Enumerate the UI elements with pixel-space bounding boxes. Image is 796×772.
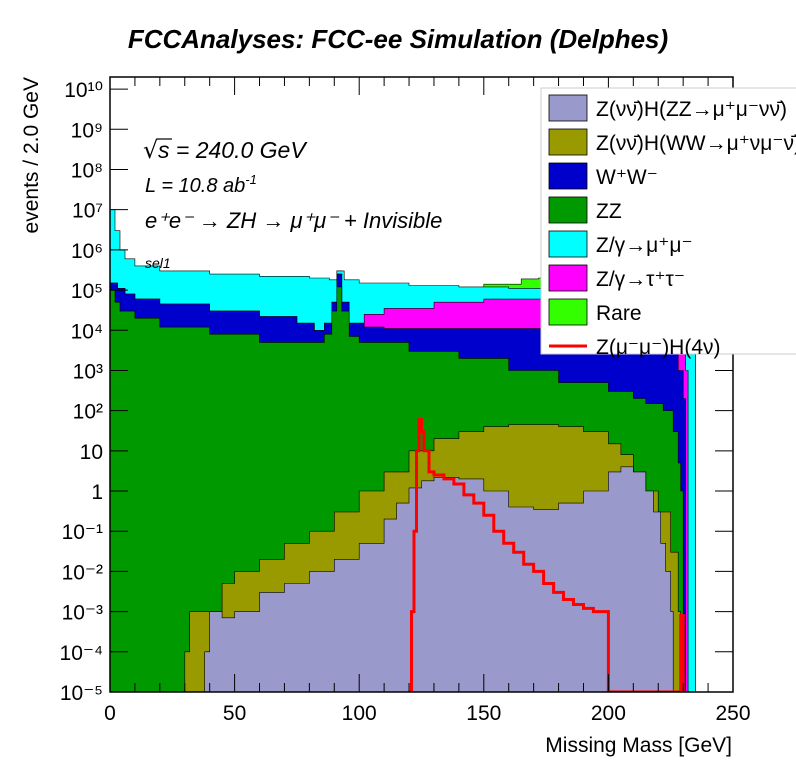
- series-area-z-h-zz-6: [204, 466, 674, 692]
- legend-label: Z/γ→μ⁺μ⁻: [596, 234, 693, 257]
- legend-label: ZZ: [596, 200, 622, 223]
- signal-lines: [409, 418, 685, 692]
- y-tick-label: 10²: [73, 401, 103, 424]
- y-tick-label: 10⁻²: [62, 561, 103, 584]
- legend-swatch: [548, 264, 588, 292]
- sqrt-symbol: √: [143, 136, 159, 164]
- y-tick-label: 10: [80, 441, 103, 464]
- legend-label: Z(μ⁻μ⁻)H(4ν): [596, 336, 721, 359]
- y-axis-title: events / 2.0 GeV: [20, 77, 43, 233]
- sqrt-s-label: s = 240.0 GeV: [158, 137, 308, 163]
- x-tick-label: 200: [591, 702, 626, 725]
- legend-label: Z/γ→τ⁺τ⁻: [596, 268, 685, 291]
- lumi-exponent: -1: [245, 172, 257, 187]
- y-tick-label: 10⁻⁴: [60, 642, 103, 665]
- legend-swatch: [548, 230, 588, 258]
- y-tick-label: 10¹⁰: [64, 79, 103, 102]
- legend-swatch: [548, 298, 588, 326]
- y-tick-labels: 10⁻⁵ 10⁻⁴ 10⁻³ 10⁻² 10⁻¹ 1 10 10² 10³ 10⁴ 10⁵ 10⁶ 10…: [60, 79, 103, 705]
- axis-ticks: [109, 77, 734, 693]
- x-axis-title: Missing Mass [GeV]: [545, 734, 732, 757]
- lumi-label: L = 10.8 ab-1: [145, 172, 257, 197]
- y-tick-label: 10³: [73, 360, 103, 383]
- x-tick-label: 100: [342, 702, 377, 725]
- legend-swatch: [548, 94, 588, 122]
- legend-swatch: [548, 128, 588, 156]
- y-tick-label: 10⁹: [71, 119, 103, 142]
- chart-title: FCCAnalyses: FCC-ee Simulation (Delphes): [128, 24, 668, 54]
- y-tick-label: 10⁻⁵: [60, 682, 103, 705]
- y-tick-label: 10⁶: [71, 240, 103, 263]
- y-tick-label: 10⁵: [71, 280, 103, 303]
- legend-swatch: [548, 196, 588, 224]
- plot-area: [110, 209, 696, 692]
- y-tick-label: 10⁸: [71, 159, 103, 182]
- x-tick-labels: 0 50 100 150 200 250: [104, 702, 750, 725]
- process-label: e⁺e⁻ → ZH → μ⁺μ⁻ + Invisible: [145, 208, 442, 233]
- annotations: √ s = 240.0 GeV L = 10.8 ab-1 e⁺e⁻ → ZH …: [143, 136, 442, 271]
- x-tick-label: 250: [715, 702, 750, 725]
- x-tick-label: 50: [223, 702, 246, 725]
- legend-swatch: [548, 162, 588, 190]
- y-tick-label: 10⁴: [71, 320, 103, 343]
- lumi-value: L = 10.8 ab: [145, 175, 245, 197]
- y-tick-label: 10⁻¹: [62, 521, 103, 544]
- series-line-z-h-4-7: [409, 418, 685, 692]
- legend-label: W⁺W⁻: [596, 166, 658, 189]
- y-tick-label: 10⁻³: [62, 602, 103, 625]
- selection-label: sel1: [145, 255, 171, 271]
- legend-label: Z(νν̄)H(WW→μ⁺νμ⁻ν̄): [596, 132, 796, 155]
- x-tick-label: 150: [466, 702, 501, 725]
- plot-frame: [109, 76, 734, 693]
- y-tick-label: 1: [91, 481, 103, 504]
- legend-label: Z(νν̄)H(ZZ→μ⁺μ⁻νν̄): [596, 98, 787, 121]
- legend: Z(νν̄)H(ZZ→μ⁺μ⁻νν̄) Z(νν̄)H(WW→μ⁺νμ⁻ν̄) W⁺…: [540, 87, 796, 359]
- x-tick-label: 0: [104, 702, 116, 725]
- y-tick-label: 10⁷: [72, 200, 103, 223]
- legend-label: Rare: [596, 302, 642, 325]
